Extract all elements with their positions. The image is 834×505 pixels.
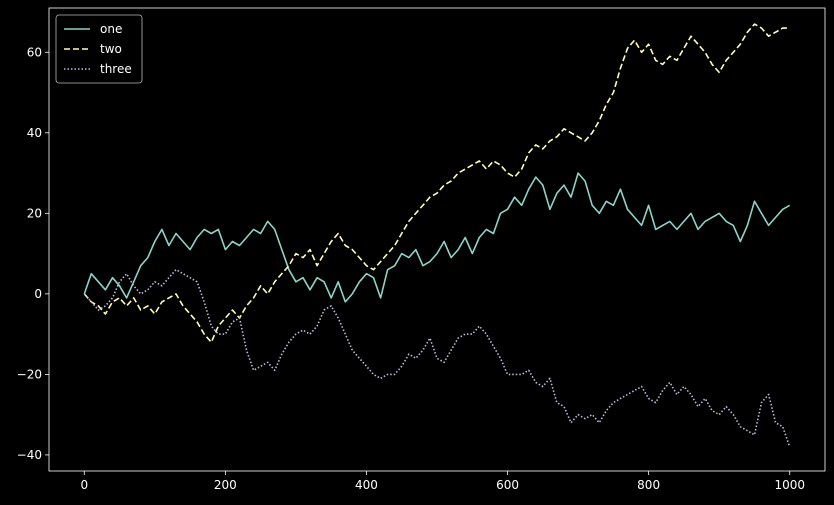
series-line-one [83,172,791,303]
plot-frame [48,7,826,472]
y-tick-label: 60 [27,45,42,59]
x-tick-label: 1000 [774,478,805,492]
x-tick-label: 0 [80,478,88,492]
legend-label-two: two [100,42,122,56]
legend-label-three: three [100,62,132,76]
x-tick-label: 400 [355,478,378,492]
legend-label-one: one [100,22,122,36]
x-tick-label: 800 [637,478,660,492]
legend: one two three [55,14,143,84]
y-tick-label: −40 [17,448,42,462]
y-axis: −40 −20 0 20 40 60 [17,45,49,462]
legend-box [55,14,143,84]
series-layer [83,23,791,448]
x-axis: 0 200 400 600 800 1000 [80,471,805,492]
x-tick-label: 200 [214,478,237,492]
y-tick-label: 40 [27,126,42,140]
series-line-two [83,23,790,344]
y-tick-label: −20 [17,367,42,381]
x-tick-label: 600 [496,478,519,492]
y-tick-label: 20 [27,206,42,220]
y-tick-label: 0 [34,287,42,301]
